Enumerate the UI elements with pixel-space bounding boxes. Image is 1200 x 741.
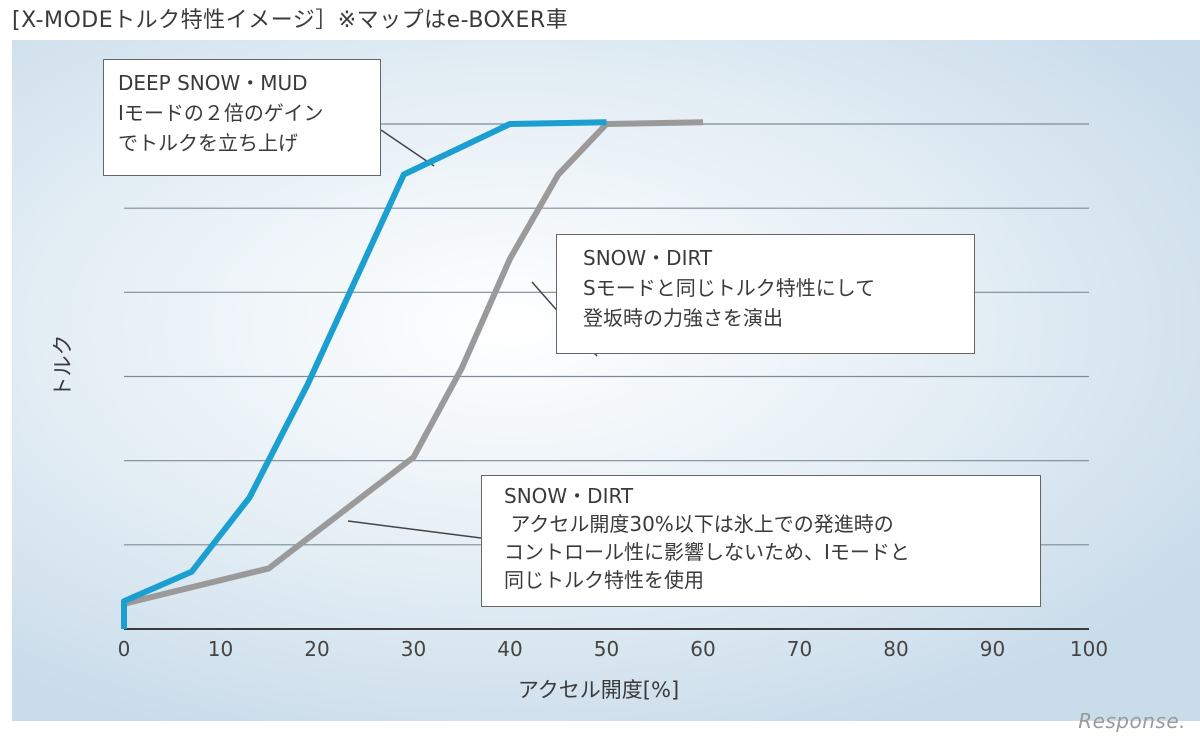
x-tick-label: 30 bbox=[401, 637, 426, 661]
x-tick-label: 10 bbox=[208, 637, 233, 661]
x-tick-label: 60 bbox=[690, 637, 715, 661]
callout-line: 同じトルク特性を使用 bbox=[504, 568, 704, 592]
callout-line: 登坂時の力強さを演出 bbox=[583, 306, 783, 330]
callout-line: Iモードの２倍のゲイン bbox=[118, 101, 324, 125]
y-axis-title: トルク bbox=[51, 335, 75, 398]
x-tick-label: 90 bbox=[980, 637, 1005, 661]
x-tick-label: 0 bbox=[118, 637, 131, 661]
x-tick-label: 100 bbox=[1070, 637, 1108, 661]
callout-line: でトルクを立ち上げ bbox=[118, 131, 298, 155]
callout-line: DEEP SNOW・MUD bbox=[118, 71, 308, 95]
leader-line bbox=[380, 129, 435, 167]
x-tick-label: 40 bbox=[497, 637, 522, 661]
series-line-blue bbox=[121, 119, 607, 629]
callout-line: SNOW・DIRT bbox=[583, 246, 713, 270]
series-line-grey bbox=[121, 119, 704, 629]
callout-snow-dirt-climb: SNOW・DIRT Sモードと同じトルク特性にして 登坂時の力強さを演出 bbox=[556, 234, 975, 354]
watermark-logo: Response. bbox=[1078, 709, 1186, 733]
x-tick-label: 50 bbox=[594, 637, 619, 661]
x-tick-label: 70 bbox=[787, 637, 812, 661]
leader-line bbox=[347, 520, 482, 539]
callout-line: アクセル開度30%以下は氷上での発進時の bbox=[504, 512, 894, 536]
page-title: [X-MODEトルク特性イメージ］※マップはe-BOXER車 bbox=[12, 8, 569, 33]
callout-line: SNOW・DIRT bbox=[504, 484, 634, 508]
callout-snow-dirt-ice: SNOW・DIRT アクセル開度30%以下は氷上での発進時の コントロール性に影… bbox=[481, 475, 1041, 607]
x-tick-label: 20 bbox=[304, 637, 329, 661]
callout-deep-snow-mud: DEEP SNOW・MUD Iモードの２倍のゲイン でトルクを立ち上げ bbox=[103, 59, 381, 176]
callout-line: コントロール性に影響しないため、Iモードと bbox=[504, 540, 910, 564]
x-axis-title: アクセル開度[%] bbox=[518, 678, 679, 702]
x-tick-label: 80 bbox=[883, 637, 908, 661]
callout-line: Sモードと同じトルク特性にして bbox=[583, 276, 876, 300]
